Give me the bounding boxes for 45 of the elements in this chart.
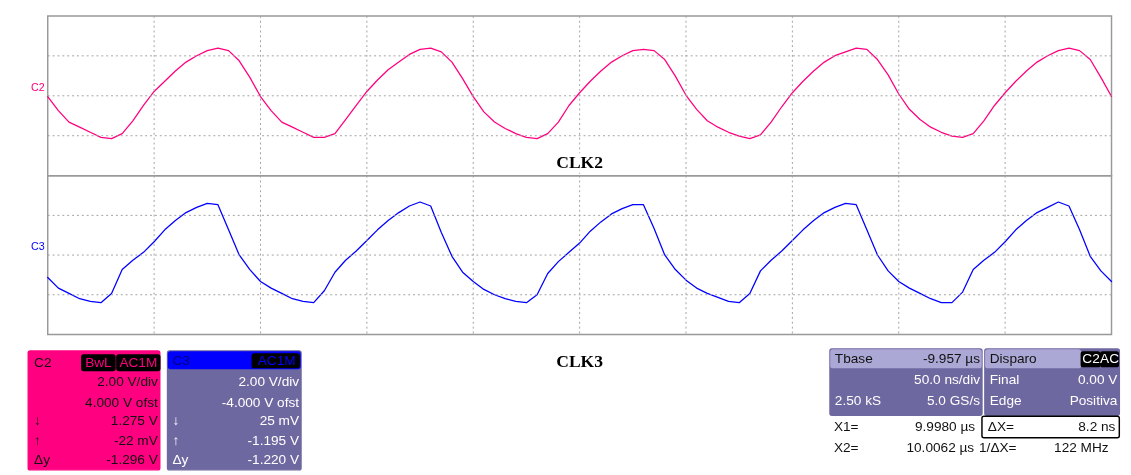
text: ↑ bbox=[34, 432, 41, 448]
text: AC bbox=[1100, 350, 1120, 366]
text: 5.0 GS/s bbox=[926, 392, 981, 408]
text: X1= bbox=[833, 418, 859, 434]
text: -1.220 V bbox=[247, 452, 300, 468]
text: -4.000 V ofst bbox=[221, 394, 300, 410]
text: X2= bbox=[833, 440, 859, 456]
text: Final bbox=[989, 372, 1020, 388]
text: Δy bbox=[172, 452, 189, 468]
x-axis-title: CLK3 bbox=[556, 350, 604, 371]
text: 2.00 V/div bbox=[238, 374, 300, 390]
text: 1/ΔX= bbox=[979, 440, 1017, 456]
text: 0.00 V bbox=[1077, 372, 1119, 388]
text: C3 bbox=[31, 240, 45, 253]
text: 1.275 V bbox=[110, 413, 159, 429]
series-label: C2 bbox=[31, 80, 45, 93]
text: C2 bbox=[1082, 350, 1100, 366]
text: C3 bbox=[172, 352, 190, 368]
text: -22 mV bbox=[113, 432, 159, 448]
text: ΔX= bbox=[987, 418, 1014, 434]
text: Δy bbox=[34, 452, 51, 468]
text: 9.9980 µs bbox=[915, 418, 976, 434]
text: Edge bbox=[989, 392, 1022, 408]
text: ↓ bbox=[34, 413, 41, 429]
text: 50.0 ns/div bbox=[914, 372, 981, 388]
text: -9.957 µs bbox=[922, 350, 981, 366]
text: AC1M bbox=[257, 352, 296, 368]
text: ↓ bbox=[172, 413, 180, 429]
text: AC1M bbox=[119, 354, 158, 370]
text: C2 bbox=[34, 354, 52, 370]
text: ↑ bbox=[172, 432, 180, 448]
text: Tbase bbox=[834, 350, 873, 366]
text: 4.000 V ofst bbox=[85, 394, 159, 410]
text: BwL bbox=[85, 354, 113, 370]
text: 25 mV bbox=[259, 413, 300, 429]
text: Positiva bbox=[1069, 392, 1118, 408]
text: 10.0062 µs bbox=[906, 440, 975, 456]
text: Disparo bbox=[989, 350, 1037, 366]
text: -1.296 V bbox=[106, 452, 159, 468]
text: 122 MHz bbox=[1054, 440, 1109, 456]
x-axis-title: CLK2 bbox=[556, 151, 603, 172]
text: -1.195 V bbox=[247, 432, 300, 448]
text: 2.00 V/div bbox=[97, 374, 158, 390]
text: 2.50 kS bbox=[834, 392, 882, 408]
text: 8.2 ns bbox=[1078, 418, 1116, 434]
